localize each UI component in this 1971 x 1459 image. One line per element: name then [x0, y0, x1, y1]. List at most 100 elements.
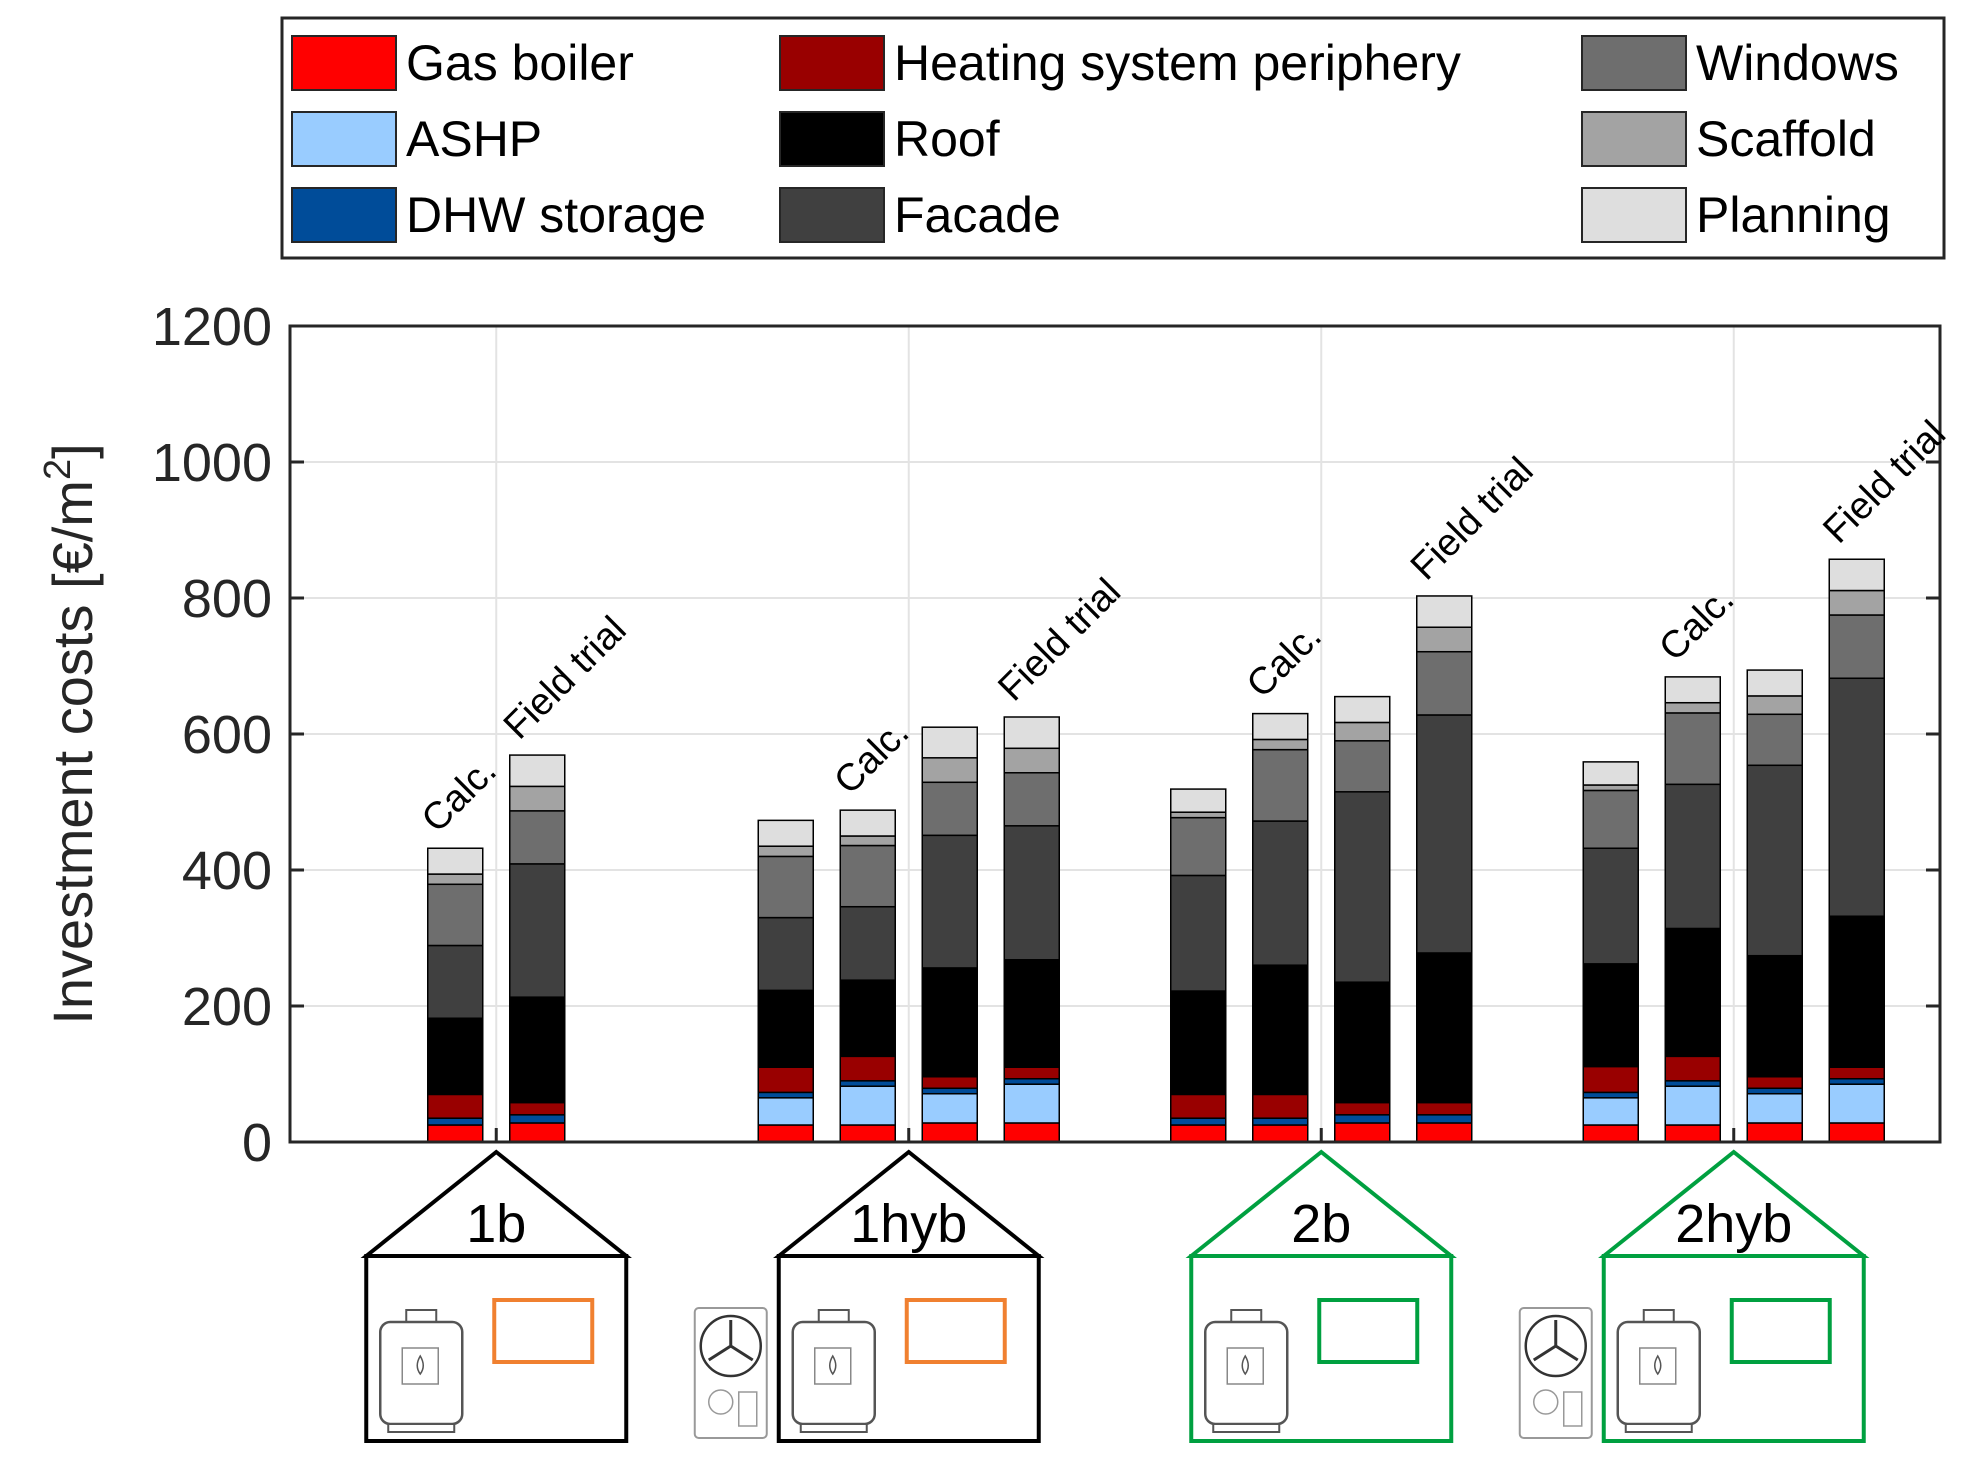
bar-1b-1-gas-boiler — [427, 1124, 484, 1143]
bar-2hyb-3-ashp — [1746, 1092, 1803, 1124]
bar-2hyb-1-scaffold — [1582, 784, 1639, 792]
bar-1hyb-3-heating-system-periphery — [921, 1075, 978, 1090]
bar-1b-2-facade — [509, 863, 566, 998]
bar-2b-4-facade — [1416, 714, 1473, 954]
legend-swatch-planning — [1581, 187, 1687, 243]
bar-1hyb-3-planning — [921, 726, 978, 759]
bar-1hyb-4-planning — [1003, 716, 1060, 750]
legend-label-gas-boiler: Gas boiler — [406, 35, 634, 91]
y-tick-label-1000: 1000 — [152, 433, 272, 493]
house-label-2hyb: 2hyb — [1675, 1194, 1792, 1254]
heat-pump-panel — [1563, 1391, 1583, 1427]
bar-2hyb-1-windows — [1582, 789, 1639, 849]
boiler-base-1hyb — [799, 1423, 868, 1433]
bar-1hyb-1-roof — [757, 989, 814, 1068]
bar-2hyb-1-gas-boiler — [1582, 1124, 1639, 1143]
annotation-calc-1hyb: Calc. — [826, 712, 917, 803]
bar-1b-2-heating-system-periphery — [509, 1101, 566, 1116]
bar-1b-1-scaffold — [427, 873, 484, 886]
flame-icon-1hyb — [829, 1354, 837, 1376]
bar-2b-1-heating-system-periphery — [1170, 1093, 1227, 1119]
bar-2hyb-4-planning — [1828, 558, 1885, 592]
bar-1hyb-2-gas-boiler — [839, 1124, 896, 1143]
bar-2hyb-1-planning — [1582, 761, 1639, 786]
bar-2b-1-gas-boiler — [1170, 1124, 1227, 1143]
bar-2b-4-planning — [1416, 595, 1473, 628]
bar-1hyb-1-planning — [757, 819, 814, 847]
bar-2b-2-roof — [1252, 964, 1309, 1096]
y-axis-label-superscript: 2 — [37, 459, 79, 480]
bar-2b-3-heating-system-periphery — [1334, 1101, 1391, 1116]
bar-1hyb-3-ashp — [921, 1092, 978, 1124]
bar-2hyb-2-facade — [1664, 783, 1721, 930]
bar-2hyb-3-gas-boiler — [1746, 1122, 1803, 1143]
legend-label-windows: Windows — [1696, 35, 1899, 91]
house-label-1b: 1b — [466, 1194, 526, 1254]
bar-2b-4-gas-boiler — [1416, 1122, 1473, 1143]
y-tick-label-0: 0 — [242, 1113, 272, 1173]
bar-1hyb-1-scaffold — [757, 845, 814, 858]
legend-label-scaffold: Scaffold — [1696, 111, 1876, 167]
house-label-2b: 2b — [1291, 1194, 1351, 1254]
legend-label-dhw-storage: DHW storage — [406, 187, 706, 243]
bar-1hyb-2-planning — [839, 809, 896, 837]
legend-swatch-gas-boiler — [291, 35, 397, 91]
bar-2b-4-windows — [1416, 650, 1473, 716]
annotation-calc-2b: Calc. — [1239, 615, 1330, 706]
bar-2hyb-4-ashp — [1828, 1083, 1885, 1124]
bar-2hyb-2-scaffold — [1664, 701, 1721, 714]
bar-1hyb-1-ashp — [757, 1097, 814, 1126]
bar-1hyb-2-ashp — [839, 1085, 896, 1126]
bar-1b-1-planning — [427, 847, 484, 875]
bar-2b-3-dhw-storage — [1334, 1114, 1391, 1124]
boiler-base-1b — [387, 1423, 456, 1433]
legend-label-ashp: ASHP — [406, 111, 542, 167]
annotation-calc-1b: Calc. — [414, 750, 505, 841]
bar-1hyb-3-dhw-storage — [921, 1087, 978, 1095]
bar-2hyb-3-roof — [1746, 954, 1803, 1078]
bar-1hyb-4-ashp — [1003, 1083, 1060, 1124]
bar-2b-2-heating-system-periphery — [1252, 1093, 1309, 1119]
house-window-2hyb — [1729, 1298, 1832, 1364]
bar-2hyb-3-heating-system-periphery — [1746, 1075, 1803, 1090]
boiler-top-1b — [405, 1309, 438, 1323]
bar-2b-1-windows — [1170, 816, 1227, 877]
house-icons: 1b 1hyb 2b 2hyb — [360, 1149, 1870, 1443]
bar-1b-2-windows — [509, 810, 566, 865]
bar-1b-2-planning — [509, 754, 566, 788]
bar-2hyb-2-planning — [1664, 676, 1721, 704]
bar-1hyb-1-gas-boiler — [757, 1124, 814, 1143]
bar-2b-4-dhw-storage — [1416, 1114, 1473, 1124]
boiler-base-2b — [1212, 1423, 1281, 1433]
boiler-top-1hyb — [817, 1309, 850, 1323]
bar-1hyb-1-heating-system-periphery — [757, 1066, 814, 1094]
y-tick-label-200: 200 — [182, 977, 272, 1037]
house-window-1b — [492, 1298, 595, 1364]
house-1b: 1b — [360, 1149, 632, 1443]
bar-2b-2-dhw-storage — [1252, 1117, 1309, 1126]
bar-2hyb-2-dhw-storage — [1664, 1080, 1721, 1087]
bar-2hyb-3-planning — [1746, 669, 1803, 697]
bar-2b-1-roof — [1170, 990, 1227, 1096]
boiler-top-2hyb — [1642, 1309, 1675, 1323]
bar-1b-1-facade — [427, 944, 484, 1019]
bar-2hyb-1-roof — [1582, 963, 1639, 1068]
flame-icon-2b — [1241, 1354, 1249, 1376]
legend-label-facade: Facade — [894, 187, 1061, 243]
annotation-calc-2hyb: Calc. — [1651, 578, 1742, 669]
bar-2hyb-2-windows — [1664, 712, 1721, 786]
bar-2hyb-1-dhw-storage — [1582, 1091, 1639, 1099]
heat-pump-icon-1hyb — [693, 1307, 768, 1439]
bar-1hyb-3-gas-boiler — [921, 1122, 978, 1143]
bar-2hyb-1-heating-system-periphery — [1582, 1065, 1639, 1094]
bar-1b-2-dhw-storage — [509, 1114, 566, 1124]
bar-2b-3-scaffold — [1334, 721, 1391, 742]
bar-2hyb-4-facade — [1828, 677, 1885, 917]
bar-2b-3-planning — [1334, 695, 1391, 724]
bar-2hyb-4-scaffold — [1828, 589, 1885, 616]
y-axis-label: Investment costs [€/m2] — [37, 443, 104, 1024]
bar-2b-3-facade — [1334, 791, 1391, 983]
bar-2hyb-3-scaffold — [1746, 695, 1803, 716]
